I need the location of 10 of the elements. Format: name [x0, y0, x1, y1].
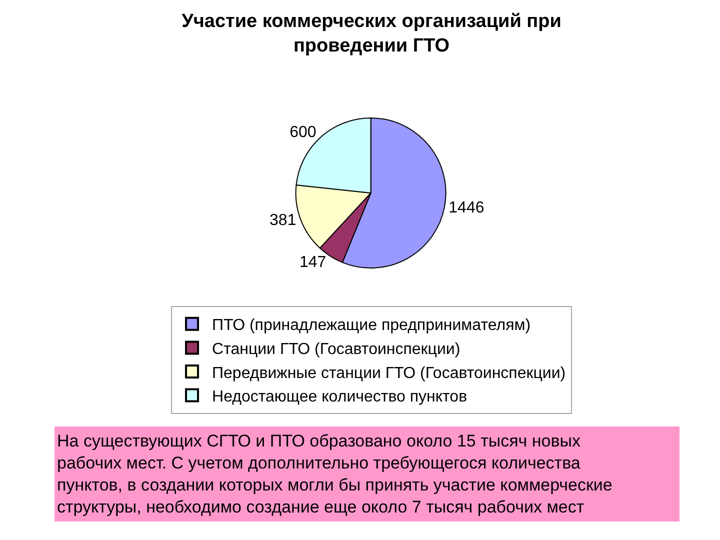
- chart-title: Участие коммерческих организаций при проведении ГТО: [182, 11, 562, 57]
- data-label: 147: [299, 254, 326, 271]
- data-label: 381: [270, 212, 296, 229]
- legend-label: Недостающее количество пунктов: [212, 388, 468, 406]
- legend-label: Передвижные станции ГТО (Госавтоинспекции): [212, 364, 566, 382]
- data-label: 600: [290, 124, 316, 142]
- data-label: 1446: [448, 199, 484, 216]
- legend-label: Станции ГТО (Госавтоинспекции): [212, 340, 460, 358]
- legend-label: ПТО (принадлежащие предпринимателям): [212, 317, 531, 334]
- text: На существующих СГТО и ПТО образовано около 15 тысяч новых рабочих мест. С учетом дополнительно требующегося количества пунктов, в создании которых могли бы принять участие коммерческие структуры, необходимо создание еще около 7 тысяч рабочих мест: [57, 431, 612, 517]
